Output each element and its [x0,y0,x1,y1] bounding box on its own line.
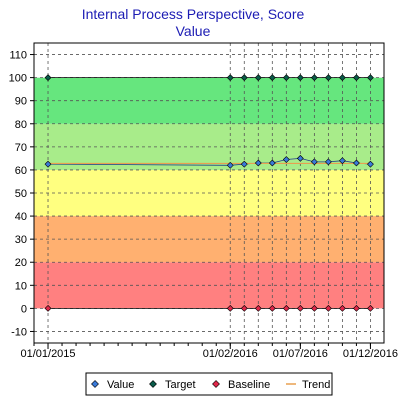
series-baseline-point [338,304,346,312]
series-target-point [338,74,346,82]
series-baseline-point [296,304,304,312]
y-tick-label: 100 [9,73,27,85]
series-markers [44,74,374,312]
series-value-point [240,160,248,168]
x-tick-label: 01/07/2016 [273,348,328,360]
series-baseline-point [282,304,290,312]
y-axis: -10 0 10 20 30 40 50 60 70 80 90 100 110 [9,50,34,338]
legend-swatch-baseline [212,380,220,388]
legend-label-value: Value [107,379,134,391]
series-target-point [268,74,276,82]
chart-title: Internal Process Perspective, Score [82,6,305,22]
series-value-point [324,158,332,166]
x-axis: 01/01/2015 01/02/2016 01/07/2016 01/12/2016 [20,343,398,360]
y-tick-label: 90 [15,96,27,108]
y-tick-label: 40 [15,211,27,223]
y-tick-label: 80 [15,119,27,131]
series-value-point [268,159,276,167]
series-target-point [282,74,290,82]
series-target-point [44,74,52,82]
series-baseline-point [310,304,318,312]
series-value-point [367,160,374,168]
series-baseline-point [226,304,234,312]
series-target-point [367,74,374,82]
series-target-point [352,74,360,82]
legend-swatch-value [91,380,99,388]
x-tick-label: 01/02/2016 [203,348,258,360]
series-value-point [226,161,234,169]
series-baseline-point [240,304,248,312]
series-value-point [296,154,304,162]
y-tick-label: 0 [21,303,27,315]
series-value-point [44,160,52,168]
legend-label-trend: Trend [302,379,330,391]
y-tick-label: 60 [15,165,27,177]
x-tick-label: 01/01/2015 [20,348,75,360]
legend-label-target: Target [165,379,196,391]
y-tick-label: 10 [15,280,27,292]
y-tick-label: 30 [15,234,27,246]
series-value-point [338,157,346,165]
band-6 [34,43,384,78]
series-baseline-point [352,304,360,312]
series-value-point [310,158,318,166]
series-baseline-point [367,304,374,312]
series-value-point [352,159,360,167]
legend: Value Target Baseline Trend [85,372,333,396]
series-baseline-point [254,304,262,312]
series-target-point [310,74,318,82]
x-tick-label: 01/12/2016 [343,348,398,360]
series-target-point [296,74,304,82]
y-tick-label: 50 [15,188,27,200]
y-tick-label: 110 [9,50,27,62]
series-value-point [254,159,262,167]
y-tick-label: 70 [15,142,27,154]
series-target-point [254,74,262,82]
legend-box [85,372,333,396]
chart-subtitle: Value [176,23,211,39]
legend-items: Value Target Baseline Trend [91,379,330,391]
series-baseline-point [268,304,276,312]
series-baseline-point [324,304,332,312]
series-target-point [324,74,332,82]
series-target-point [240,74,248,82]
legend-swatch-target [149,380,157,388]
series-value-point [282,156,290,163]
series-baseline-point [44,304,52,312]
legend-label-baseline: Baseline [228,379,270,391]
series-target-point [226,74,234,82]
band-0 [34,308,384,343]
y-tick-label: -10 [11,326,27,338]
y-tick-label: 20 [15,257,27,269]
